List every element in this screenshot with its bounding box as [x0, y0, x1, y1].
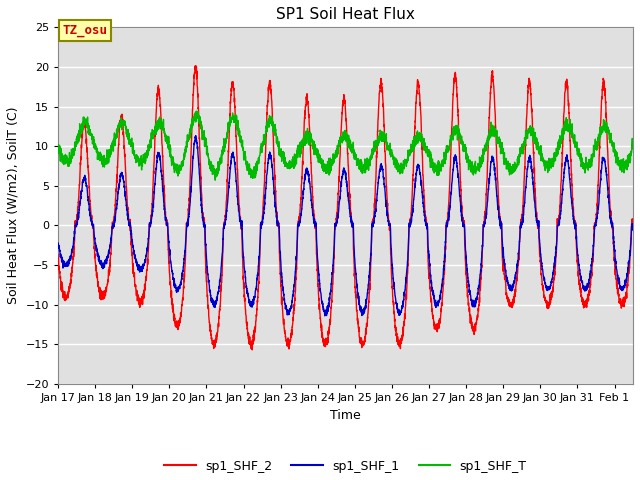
sp1_SHF_T	[303, 132, 311, 137]
sp1_SHF_2	[192, 63, 200, 69]
sp1_SHF_T	[625, 154, 632, 160]
sp1_SHF_1	[321, 313, 329, 319]
Text: TZ_osu: TZ_osu	[63, 24, 108, 37]
sp1_SHF_1	[332, 221, 339, 227]
sp1_SHF_2	[248, 347, 256, 353]
sp1_SHF_T	[211, 177, 219, 183]
sp1_SHF_T	[193, 108, 200, 114]
sp1_SHF_2	[625, 267, 632, 273]
sp1_SHF_1	[380, 176, 387, 182]
sp1_SHF_T	[54, 146, 62, 152]
Title: SP1 Soil Heat Flux: SP1 Soil Heat Flux	[276, 7, 415, 22]
sp1_SHF_2	[508, 300, 516, 305]
sp1_SHF_2	[629, 217, 637, 223]
sp1_SHF_2	[54, 252, 62, 257]
sp1_SHF_1	[629, 221, 637, 227]
sp1_SHF_T	[332, 155, 339, 161]
sp1_SHF_2	[380, 110, 387, 116]
Legend: sp1_SHF_2, sp1_SHF_1, sp1_SHF_T: sp1_SHF_2, sp1_SHF_1, sp1_SHF_T	[159, 455, 532, 478]
Line: sp1_SHF_T: sp1_SHF_T	[58, 111, 633, 180]
sp1_SHF_1	[303, 165, 310, 171]
Y-axis label: Soil Heat Flux (W/m2), SoilT (C): Soil Heat Flux (W/m2), SoilT (C)	[7, 107, 20, 304]
sp1_SHF_T	[316, 156, 323, 162]
Line: sp1_SHF_1: sp1_SHF_1	[58, 136, 633, 316]
sp1_SHF_T	[380, 137, 387, 143]
sp1_SHF_T	[508, 168, 516, 174]
sp1_SHF_1	[54, 240, 62, 246]
sp1_SHF_2	[332, 224, 339, 230]
sp1_SHF_1	[625, 259, 632, 265]
sp1_SHF_1	[508, 286, 516, 291]
sp1_SHF_2	[303, 94, 311, 99]
sp1_SHF_1	[192, 133, 200, 139]
X-axis label: Time: Time	[330, 408, 361, 421]
sp1_SHF_2	[316, 301, 323, 307]
sp1_SHF_T	[629, 144, 637, 149]
sp1_SHF_1	[316, 277, 323, 283]
Line: sp1_SHF_2: sp1_SHF_2	[58, 66, 633, 350]
